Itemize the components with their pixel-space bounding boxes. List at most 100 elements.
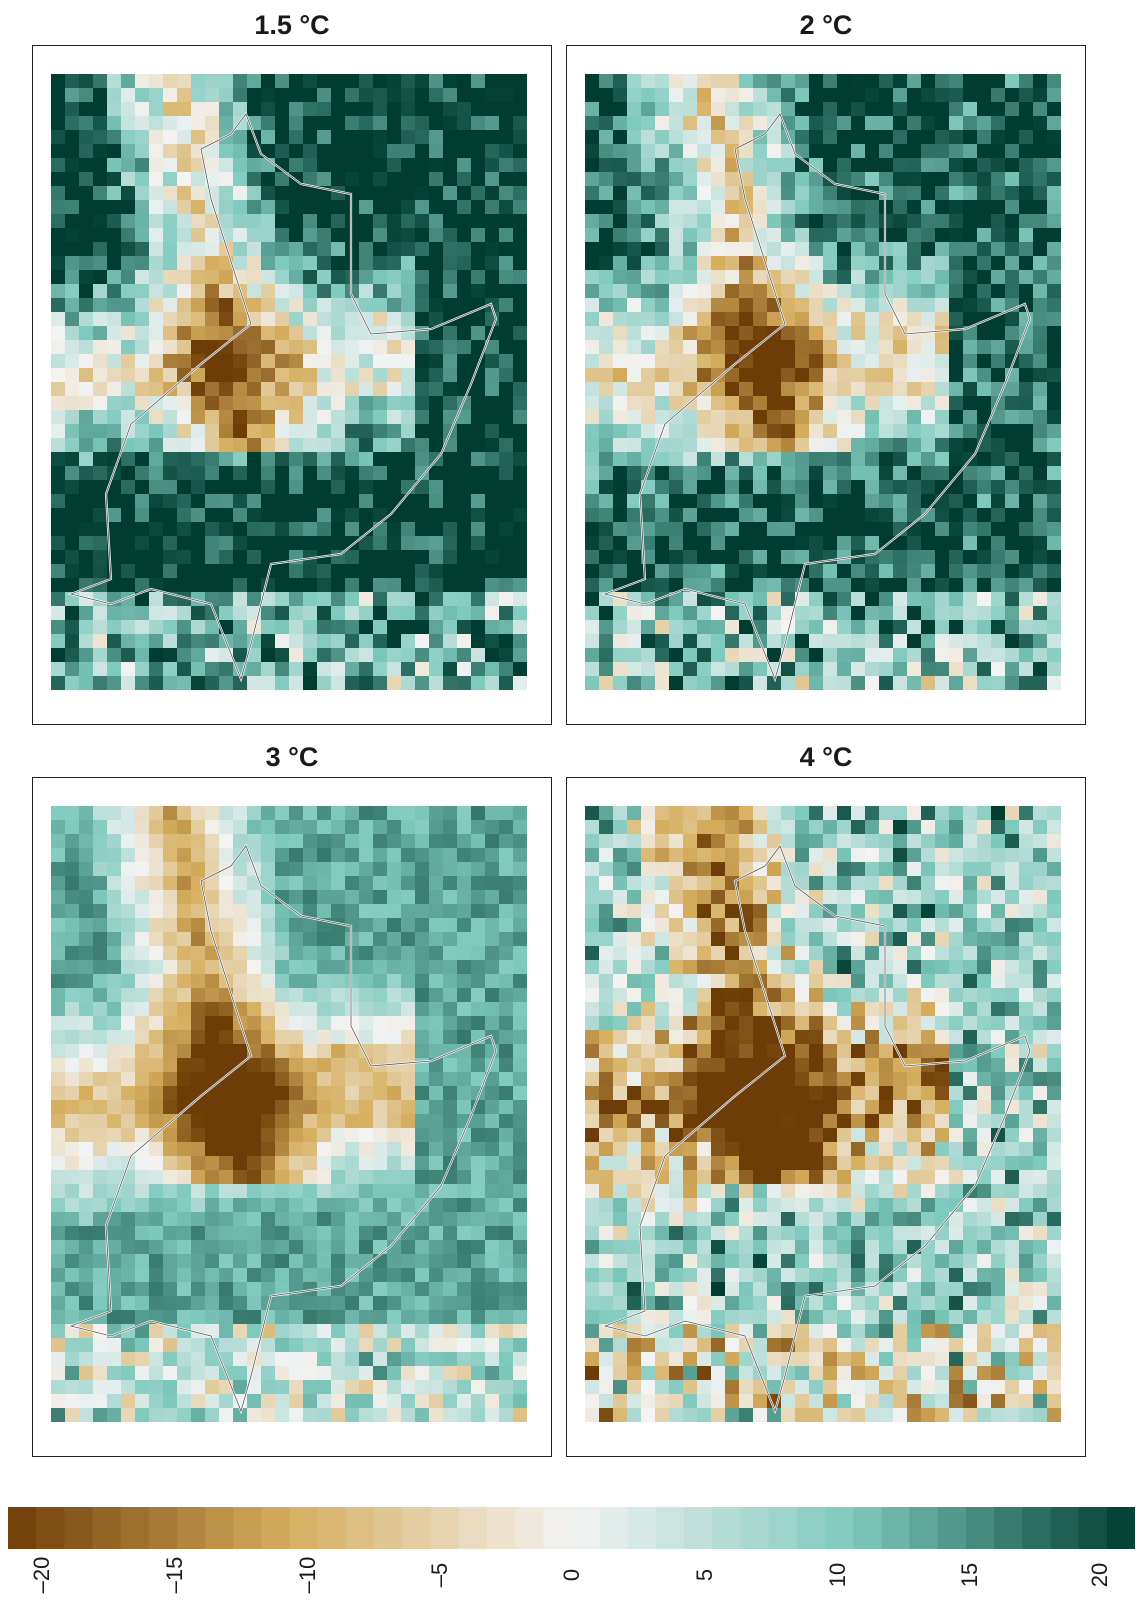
- heatmap-cell: [485, 1044, 500, 1059]
- heatmap-cell: [205, 1002, 220, 1017]
- heatmap-cell: [401, 494, 416, 509]
- heatmap-cell: [331, 1016, 346, 1031]
- heatmap-cell: [893, 820, 908, 835]
- heatmap-cell: [907, 480, 922, 495]
- heatmap-cell: [1033, 918, 1048, 933]
- heatmap-cell: [163, 298, 178, 313]
- heatmap-cell: [907, 270, 922, 285]
- heatmap-cell: [655, 862, 670, 877]
- heatmap-cell: [585, 834, 600, 849]
- heatmap-cell: [781, 494, 796, 509]
- heatmap-cell: [599, 158, 614, 173]
- heatmap-cell: [683, 974, 698, 989]
- heatmap-cell: [697, 158, 712, 173]
- heatmap-cell: [795, 820, 810, 835]
- heatmap-cell: [261, 648, 276, 663]
- heatmap-cell: [457, 578, 472, 593]
- heatmap-cell: [697, 634, 712, 649]
- heatmap-cell: [865, 648, 880, 663]
- heatmap-cell: [107, 1408, 122, 1422]
- heatmap-cell: [163, 1254, 178, 1269]
- panel-title-3: 3 °C: [265, 742, 319, 772]
- heatmap-cell: [149, 1226, 164, 1241]
- heatmap-cell: [247, 256, 262, 271]
- heatmap-cell: [781, 522, 796, 537]
- heatmap-cell: [739, 494, 754, 509]
- heatmap-cell: [1005, 396, 1020, 411]
- heatmap-cell: [781, 228, 796, 243]
- heatmap-cell: [865, 88, 880, 103]
- heatmap-cell: [865, 904, 880, 919]
- heatmap-cell: [345, 1394, 360, 1409]
- heatmap-cell: [387, 214, 402, 229]
- heatmap-cell: [289, 368, 304, 383]
- heatmap-cell: [303, 536, 318, 551]
- heatmap-cell: [739, 974, 754, 989]
- heatmap-cell: [963, 326, 978, 341]
- heatmap-cell: [415, 1058, 430, 1073]
- heatmap-cell: [387, 564, 402, 579]
- heatmap-cell: [331, 676, 346, 690]
- heatmap-cell: [893, 592, 908, 607]
- heatmap-cell: [429, 172, 444, 187]
- heatmap-cell: [921, 974, 936, 989]
- heatmap-cell: [401, 662, 416, 677]
- heatmap-cell: [317, 974, 332, 989]
- heatmap-cell: [373, 354, 388, 369]
- heatmap-cell: [359, 932, 374, 947]
- heatmap-cell: [191, 298, 206, 313]
- heatmap-cell: [205, 1044, 220, 1059]
- heatmap-cell: [711, 620, 726, 635]
- heatmap-cell: [233, 592, 248, 607]
- heatmap-cell: [261, 144, 276, 159]
- heatmap-cell: [585, 116, 600, 131]
- heatmap-cell: [485, 932, 500, 947]
- heatmap-cell: [415, 452, 430, 467]
- heatmap-cell: [669, 974, 684, 989]
- heatmap-cell: [613, 214, 628, 229]
- heatmap-cell: [457, 74, 472, 89]
- heatmap-cell: [401, 834, 416, 849]
- heatmap-cell: [177, 1352, 192, 1367]
- heatmap-cell: [1033, 116, 1048, 131]
- heatmap-cell: [499, 438, 514, 453]
- heatmap-cell: [443, 354, 458, 369]
- heatmap-cell: [513, 340, 527, 355]
- heatmap-cell: [599, 494, 614, 509]
- heatmap-cell: [289, 312, 304, 327]
- heatmap-cell: [135, 988, 150, 1003]
- heatmap-cell: [697, 974, 712, 989]
- heatmap-cell: [739, 522, 754, 537]
- heatmap-cell: [233, 974, 248, 989]
- heatmap-cell: [373, 116, 388, 131]
- heatmap-cell: [51, 1016, 66, 1031]
- heatmap-cell: [373, 1114, 388, 1129]
- heatmap-cell: [191, 172, 206, 187]
- heatmap-cell: [949, 298, 964, 313]
- heatmap-cell: [949, 200, 964, 215]
- heatmap-cell: [963, 116, 978, 131]
- heatmap-cell: [65, 946, 80, 961]
- heatmap-cell: [795, 116, 810, 131]
- heatmap-cell: [669, 88, 684, 103]
- heatmap-cell: [697, 466, 712, 481]
- heatmap-cell: [219, 834, 234, 849]
- heatmap-cell: [317, 1394, 332, 1409]
- heatmap-cell: [331, 382, 346, 397]
- heatmap-cell: [219, 1100, 234, 1115]
- heatmap-cell: [289, 1100, 304, 1115]
- heatmap-cell: [359, 820, 374, 835]
- heatmap-cell: [415, 834, 430, 849]
- heatmap-cell: [303, 550, 318, 565]
- heatmap-cell: [711, 606, 726, 621]
- heatmap-cell: [93, 494, 108, 509]
- heatmap-cell: [893, 466, 908, 481]
- heatmap-cell: [781, 592, 796, 607]
- heatmap-cell: [1047, 946, 1061, 961]
- heatmap-cell: [163, 806, 178, 821]
- heatmap-cell: [907, 186, 922, 201]
- heatmap-cell: [135, 890, 150, 905]
- heatmap-cell: [429, 326, 444, 341]
- heatmap-cell: [471, 270, 486, 285]
- heatmap-cell: [725, 862, 740, 877]
